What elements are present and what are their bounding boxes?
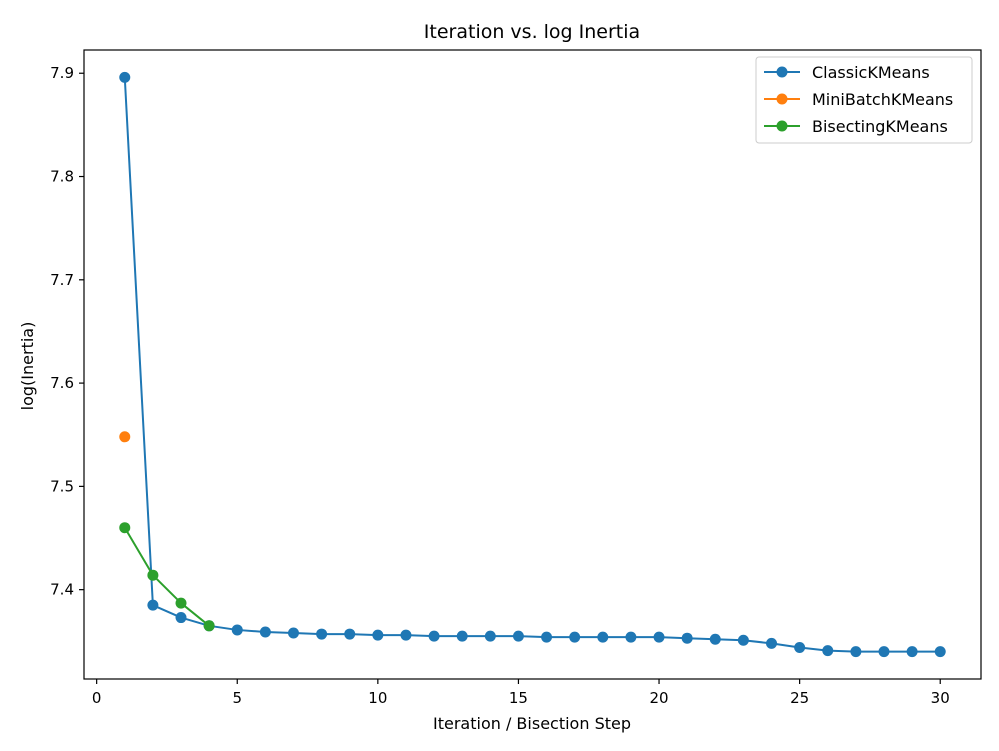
data-point: [287, 627, 299, 639]
legend-swatch-marker: [776, 93, 788, 105]
legend: ClassicKMeans MiniBatchKMeans BisectingKMe…: [755, 56, 973, 144]
data-point: [906, 646, 918, 658]
data-point: [344, 628, 356, 640]
data-point: [766, 637, 778, 649]
data-point: [569, 631, 581, 643]
x-axis-title: Iteration / Bisection Step: [433, 714, 631, 733]
y-tick-label: 7.5: [50, 477, 74, 495]
legend-box: [755, 56, 973, 144]
x-tick-label: 30: [931, 689, 950, 707]
legend-item-bisectingkmeans: BisectingKMeans: [764, 117, 948, 136]
legend-label: MiniBatchKMeans: [812, 90, 953, 109]
legend-label: ClassicKMeans: [812, 63, 930, 82]
data-point: [541, 631, 553, 643]
data-point: [147, 569, 159, 581]
y-tick-label: 7.7: [50, 271, 74, 289]
data-point: [934, 646, 946, 658]
data-point: [231, 624, 243, 636]
data-point: [147, 599, 159, 611]
data-point: [175, 612, 187, 624]
data-point: [119, 522, 131, 534]
y-tick-label: 7.4: [50, 581, 74, 599]
x-tick-label: 10: [368, 689, 387, 707]
y-tick-label: 7.9: [50, 64, 74, 82]
series-bisectingkmeans: [119, 522, 215, 632]
data-point: [259, 626, 271, 638]
data-point: [709, 633, 721, 645]
legend-item-classickmeans: ClassicKMeans: [764, 63, 930, 82]
data-point: [794, 642, 806, 653]
data-point: [822, 645, 834, 657]
data-point: [681, 632, 693, 644]
data-point: [316, 628, 328, 640]
y-axis-title: log(Inertia): [18, 322, 37, 411]
data-point: [878, 646, 890, 658]
legend-item-minibatchkmeans: MiniBatchKMeans: [764, 90, 953, 109]
x-tick-label: 15: [509, 689, 528, 707]
data-point: [737, 634, 749, 646]
x-tick-label: 25: [790, 689, 809, 707]
data-point: [119, 431, 131, 443]
y-tick-label: 7.8: [50, 168, 74, 186]
y-tick-label: 7.6: [50, 374, 74, 392]
series-minibatchkmeans: [119, 431, 131, 443]
data-point: [653, 631, 665, 643]
data-point: [625, 631, 637, 643]
chart-title: Iteration vs. log Inertia: [424, 21, 640, 43]
data-point: [512, 630, 524, 642]
axes-layer: 0 5 10 15 20 25 30 7.4 7.5 7.6 7.7 7.8 7.9: [50, 49, 982, 707]
series-layer: [119, 71, 946, 658]
legend-label: BisectingKMeans: [812, 117, 948, 136]
series-line: [123, 527, 210, 627]
data-point: [400, 629, 412, 641]
data-point: [428, 630, 440, 642]
data-point: [456, 630, 468, 642]
data-point: [119, 71, 131, 83]
data-point: [372, 629, 384, 641]
data-point: [484, 630, 496, 642]
legend-swatch-marker: [776, 120, 788, 132]
series-classickmeans: [119, 71, 946, 658]
data-point: [203, 620, 215, 632]
x-tick-label: 5: [232, 689, 242, 707]
data-point: [850, 646, 862, 658]
x-tick-label: 20: [649, 689, 668, 707]
plot-frame: [83, 49, 982, 680]
legend-swatch-marker: [776, 66, 788, 78]
data-point: [175, 597, 187, 609]
data-point: [597, 631, 609, 643]
x-tick-label: 0: [92, 689, 102, 707]
